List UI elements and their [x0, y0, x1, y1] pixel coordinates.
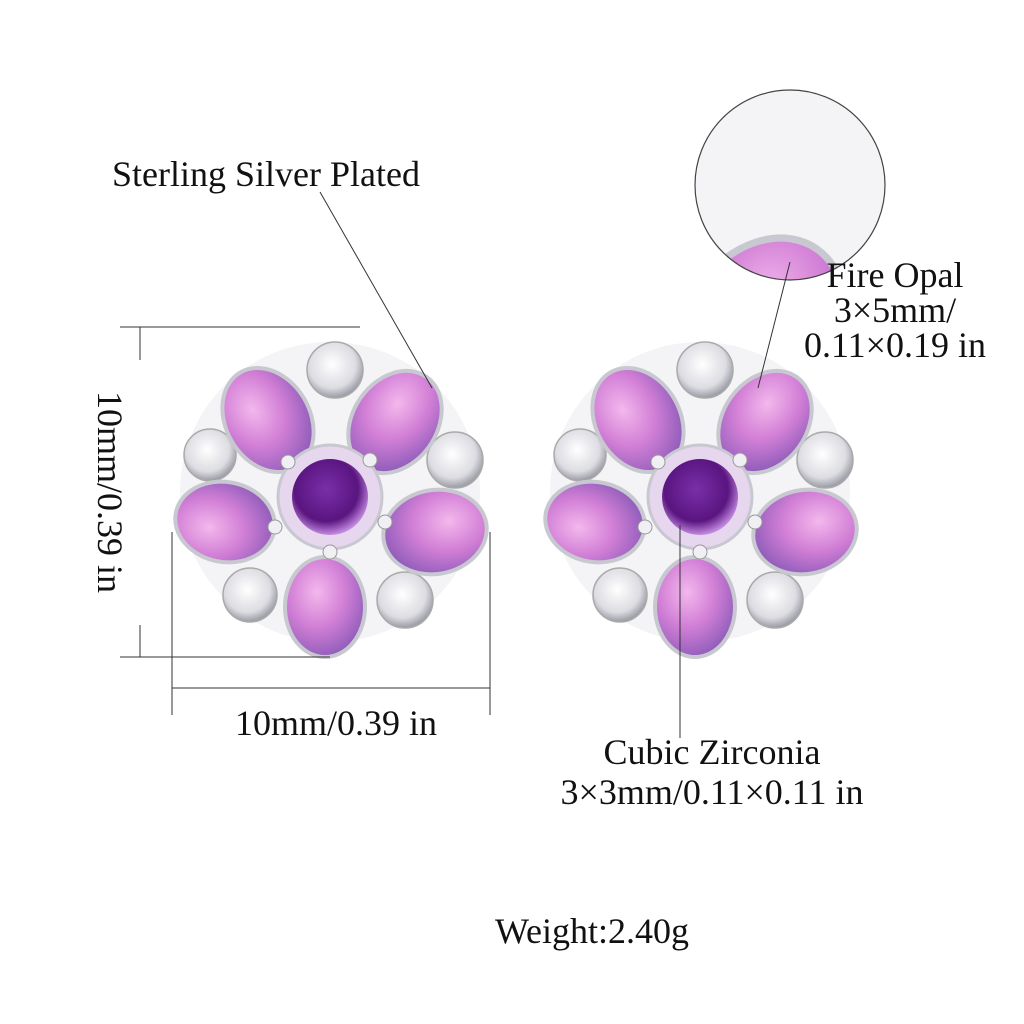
cz-name: Cubic Zirconia [604, 732, 821, 772]
dimension-lines [120, 326, 491, 715]
magnified-detail [695, 90, 885, 280]
earring-left [166, 340, 496, 659]
height-label: 10mm/0.39 in [90, 391, 130, 593]
width-label: 10mm/0.39 in [235, 703, 437, 743]
magnifier-ring [694, 89, 886, 281]
cz-size: 3×3mm/0.11×0.11 in [561, 772, 864, 812]
opal-size: 3×5mm/ [834, 290, 956, 330]
weight-label: Weight:2.40g [495, 911, 689, 951]
leader-lines [319, 191, 791, 738]
earring-right [536, 340, 866, 659]
opal-size: 0.11×0.19 in [804, 325, 986, 365]
opal-name: Fire Opal [827, 255, 964, 295]
material-label: Sterling Silver Plated [112, 154, 420, 194]
